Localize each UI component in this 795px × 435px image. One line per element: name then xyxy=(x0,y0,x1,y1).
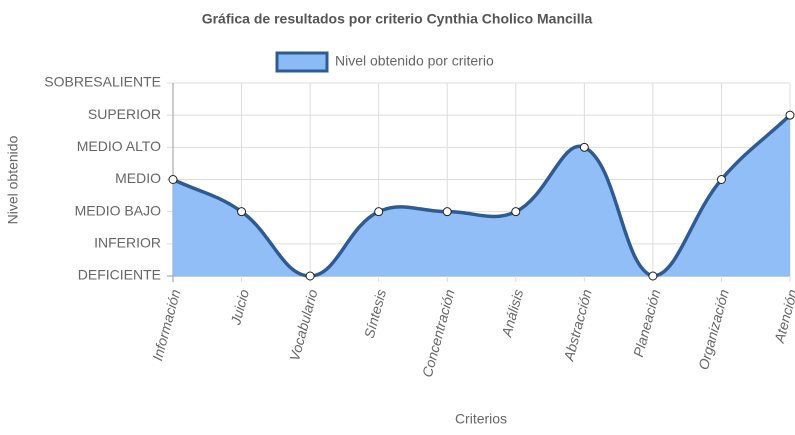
x-tick-label: Planeación xyxy=(630,287,663,358)
x-tick-label: Análisis xyxy=(498,288,526,340)
x-tick-label: Síntesis xyxy=(361,288,389,340)
y-tick-label: DEFICIENTE xyxy=(78,267,161,283)
point xyxy=(305,271,315,281)
x-tick-label: Juicio xyxy=(227,287,252,327)
legend-label: Nivel obtenido por criterio xyxy=(335,53,494,69)
area-fill xyxy=(173,115,790,277)
y-tick-label: MEDIO ALTO xyxy=(77,138,161,154)
y-tick-label: MEDIO xyxy=(115,170,161,186)
point xyxy=(716,175,726,184)
point xyxy=(168,175,178,184)
y-tick-label: SOBRESALIENTE xyxy=(44,74,161,90)
x-tick-label: Concentración xyxy=(419,287,458,379)
point xyxy=(785,110,795,120)
point xyxy=(237,207,247,217)
x-tick-label: Atención xyxy=(771,287,795,345)
point xyxy=(374,207,384,217)
x-tick-label: Abstracción xyxy=(560,287,595,363)
line xyxy=(172,113,792,278)
x-tick-label: Organización xyxy=(695,287,732,371)
x-tick-label: Vocabulario xyxy=(286,287,321,362)
point xyxy=(442,207,452,217)
x-axis-title: Criterios xyxy=(455,411,507,427)
point xyxy=(648,271,658,281)
point xyxy=(579,142,589,152)
x-tick-label: Información xyxy=(149,287,183,362)
y-tick-label: INFERIOR xyxy=(94,235,161,251)
chart-title: Gráfica de resultados por criterio Cynth… xyxy=(202,11,593,27)
point xyxy=(511,207,521,217)
y-axis-title: Nivel obtenido xyxy=(5,135,21,224)
legend-swatch xyxy=(275,51,329,73)
y-tick-label: SUPERIOR xyxy=(88,106,161,122)
y-tick-label: MEDIO BAJO xyxy=(75,202,161,218)
